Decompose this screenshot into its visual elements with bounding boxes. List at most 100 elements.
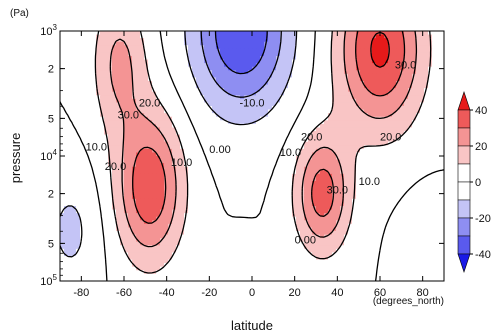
contour-cell xyxy=(84,159,89,164)
contour-cell xyxy=(364,202,369,207)
contour-cell xyxy=(64,166,69,171)
contour-cell xyxy=(220,163,225,168)
contour-cell xyxy=(400,59,405,64)
contour-cell xyxy=(180,38,185,43)
contour-cell xyxy=(200,120,205,125)
contour-cell xyxy=(256,141,261,146)
contour-cell xyxy=(252,213,257,218)
contour-cell xyxy=(112,181,117,186)
contour-cell xyxy=(212,31,217,36)
contour-cell xyxy=(300,173,305,179)
contour-cell xyxy=(364,120,369,125)
contour-cell xyxy=(388,31,393,36)
contour-cell xyxy=(220,66,225,71)
contour-cell xyxy=(256,31,261,36)
contour-cell xyxy=(240,159,245,164)
contour-cell xyxy=(196,123,201,129)
contour-cell xyxy=(416,134,421,139)
contour-cell xyxy=(216,141,221,146)
contour-cell xyxy=(320,173,325,179)
contour-cell xyxy=(424,98,429,104)
contour-cell xyxy=(416,98,421,104)
contour-cell xyxy=(216,163,221,168)
contour-cell xyxy=(80,184,85,189)
contour-cell xyxy=(300,63,305,68)
contour-cell xyxy=(360,166,365,171)
contour-cell xyxy=(364,209,369,214)
contour-cell xyxy=(156,163,161,168)
contour-cell xyxy=(88,138,93,143)
contour-cell xyxy=(148,59,153,64)
contour-cell xyxy=(224,31,229,36)
contour-cell xyxy=(328,123,333,129)
contour-cell xyxy=(236,209,241,214)
contour-cell xyxy=(228,177,233,182)
contour-cell xyxy=(64,70,69,75)
contour-cell xyxy=(372,213,377,218)
contour-cell xyxy=(96,152,101,157)
contour-cell xyxy=(172,127,177,132)
contour-cell xyxy=(412,191,417,196)
contour-cell xyxy=(416,145,421,150)
contour-cell xyxy=(88,106,93,111)
contour-cell xyxy=(84,81,89,86)
contour-cell xyxy=(312,148,317,154)
contour-cell xyxy=(300,123,305,129)
contour-cell xyxy=(336,66,341,71)
contour-cell xyxy=(140,52,145,57)
contour-cell xyxy=(64,120,69,125)
contour-cell xyxy=(256,45,261,50)
contour-cell xyxy=(116,184,121,189)
contour-cell xyxy=(284,170,289,175)
contour-cell xyxy=(340,123,345,129)
contour-cell xyxy=(268,202,273,207)
contour-cell xyxy=(316,127,321,132)
contour-cell xyxy=(120,56,125,61)
contour-cell xyxy=(208,38,213,43)
contour-cell xyxy=(336,41,341,46)
contour-cell xyxy=(404,48,409,54)
contour-cell xyxy=(392,63,397,68)
contour-cell xyxy=(76,59,81,64)
contour-cell xyxy=(260,109,265,114)
contour-cell xyxy=(68,156,73,161)
contour-cell xyxy=(240,134,245,139)
contour-cell xyxy=(204,66,209,71)
contour-cell xyxy=(376,59,381,64)
contour-cell xyxy=(240,145,245,150)
contour-cell xyxy=(92,206,97,211)
contour-cell xyxy=(412,163,417,168)
contour-cell xyxy=(208,98,213,104)
contour-cell xyxy=(172,120,177,125)
contour-cell xyxy=(240,88,245,93)
contour-cell xyxy=(64,177,69,182)
contour-cell xyxy=(92,34,97,39)
contour-cell xyxy=(328,131,333,136)
contour-cell xyxy=(268,195,273,200)
contour-cell xyxy=(224,70,229,75)
contour-cell xyxy=(76,95,81,100)
contour-cell xyxy=(124,184,129,189)
contour-cell xyxy=(236,166,241,171)
contour-cell xyxy=(436,145,441,150)
contour-cell xyxy=(364,184,369,189)
contour-cell xyxy=(328,152,333,157)
contour-cell xyxy=(116,138,121,143)
contour-cell xyxy=(336,152,341,157)
contour-cell xyxy=(328,181,333,186)
contour-cell xyxy=(128,38,133,43)
contour-cell xyxy=(332,73,337,79)
contour-cell xyxy=(268,48,273,54)
contour-cell xyxy=(60,88,65,93)
contour-cell xyxy=(216,152,221,157)
contour-cell xyxy=(152,102,157,107)
contour-cell xyxy=(88,56,93,61)
contour-cell xyxy=(252,156,257,161)
contour-cell xyxy=(176,181,181,186)
contour-cell xyxy=(172,213,177,218)
contour-cell xyxy=(216,156,221,161)
contour-cell xyxy=(316,134,321,139)
contour-cell xyxy=(112,131,117,136)
contour-cell xyxy=(164,166,169,171)
contour-cell xyxy=(76,113,81,118)
